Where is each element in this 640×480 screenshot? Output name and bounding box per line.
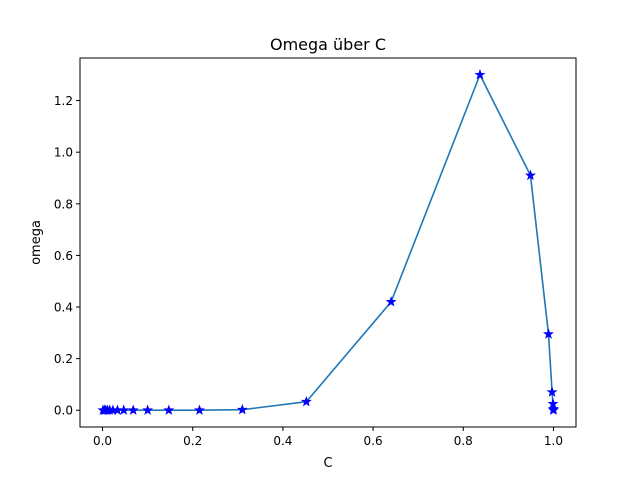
x-tick-label: 0.8 <box>454 434 473 448</box>
data-point-star <box>546 386 558 397</box>
data-point-star <box>127 404 139 415</box>
data-point-star <box>194 404 205 415</box>
y-tick-label: 0.8 <box>54 197 73 211</box>
x-tick-label: 0.4 <box>273 434 292 448</box>
y-tick-label: 1.0 <box>54 146 73 160</box>
axes-frame <box>79 57 577 428</box>
chart-title: Omega über C <box>270 35 386 54</box>
data-point-star <box>118 404 130 415</box>
data-point-star <box>142 404 154 415</box>
data-point-star <box>385 296 397 307</box>
y-tick-label: 0.2 <box>54 352 73 366</box>
x-axis: 0.0 0.2 0.4 0.6 0.8 1.0 <box>93 427 563 448</box>
x-axis-label: C <box>323 456 332 471</box>
y-tick-label: 0.0 <box>54 404 73 418</box>
x-tick-label: 0.2 <box>183 434 202 448</box>
series-line <box>103 73 555 412</box>
plot-area <box>97 68 559 415</box>
data-point-star <box>524 169 536 181</box>
data-point-star <box>236 403 248 415</box>
data-point-star <box>300 395 312 407</box>
y-tick-label: 0.4 <box>54 301 73 315</box>
data-point-star <box>163 404 175 415</box>
x-tick-label: 0.0 <box>93 434 112 448</box>
x-tick-label: 1.0 <box>544 434 563 448</box>
data-point-star <box>543 328 554 339</box>
data-point-star <box>474 68 486 80</box>
y-tick-label: 1.2 <box>54 94 73 108</box>
data-point-star <box>547 404 559 415</box>
x-tick-label: 0.6 <box>364 434 383 448</box>
y-axis: 0.0 0.2 0.4 0.6 0.8 1.0 1.2 <box>54 94 80 418</box>
y-axis-label: omega <box>29 220 44 265</box>
y-tick-label: 0.6 <box>54 249 73 263</box>
